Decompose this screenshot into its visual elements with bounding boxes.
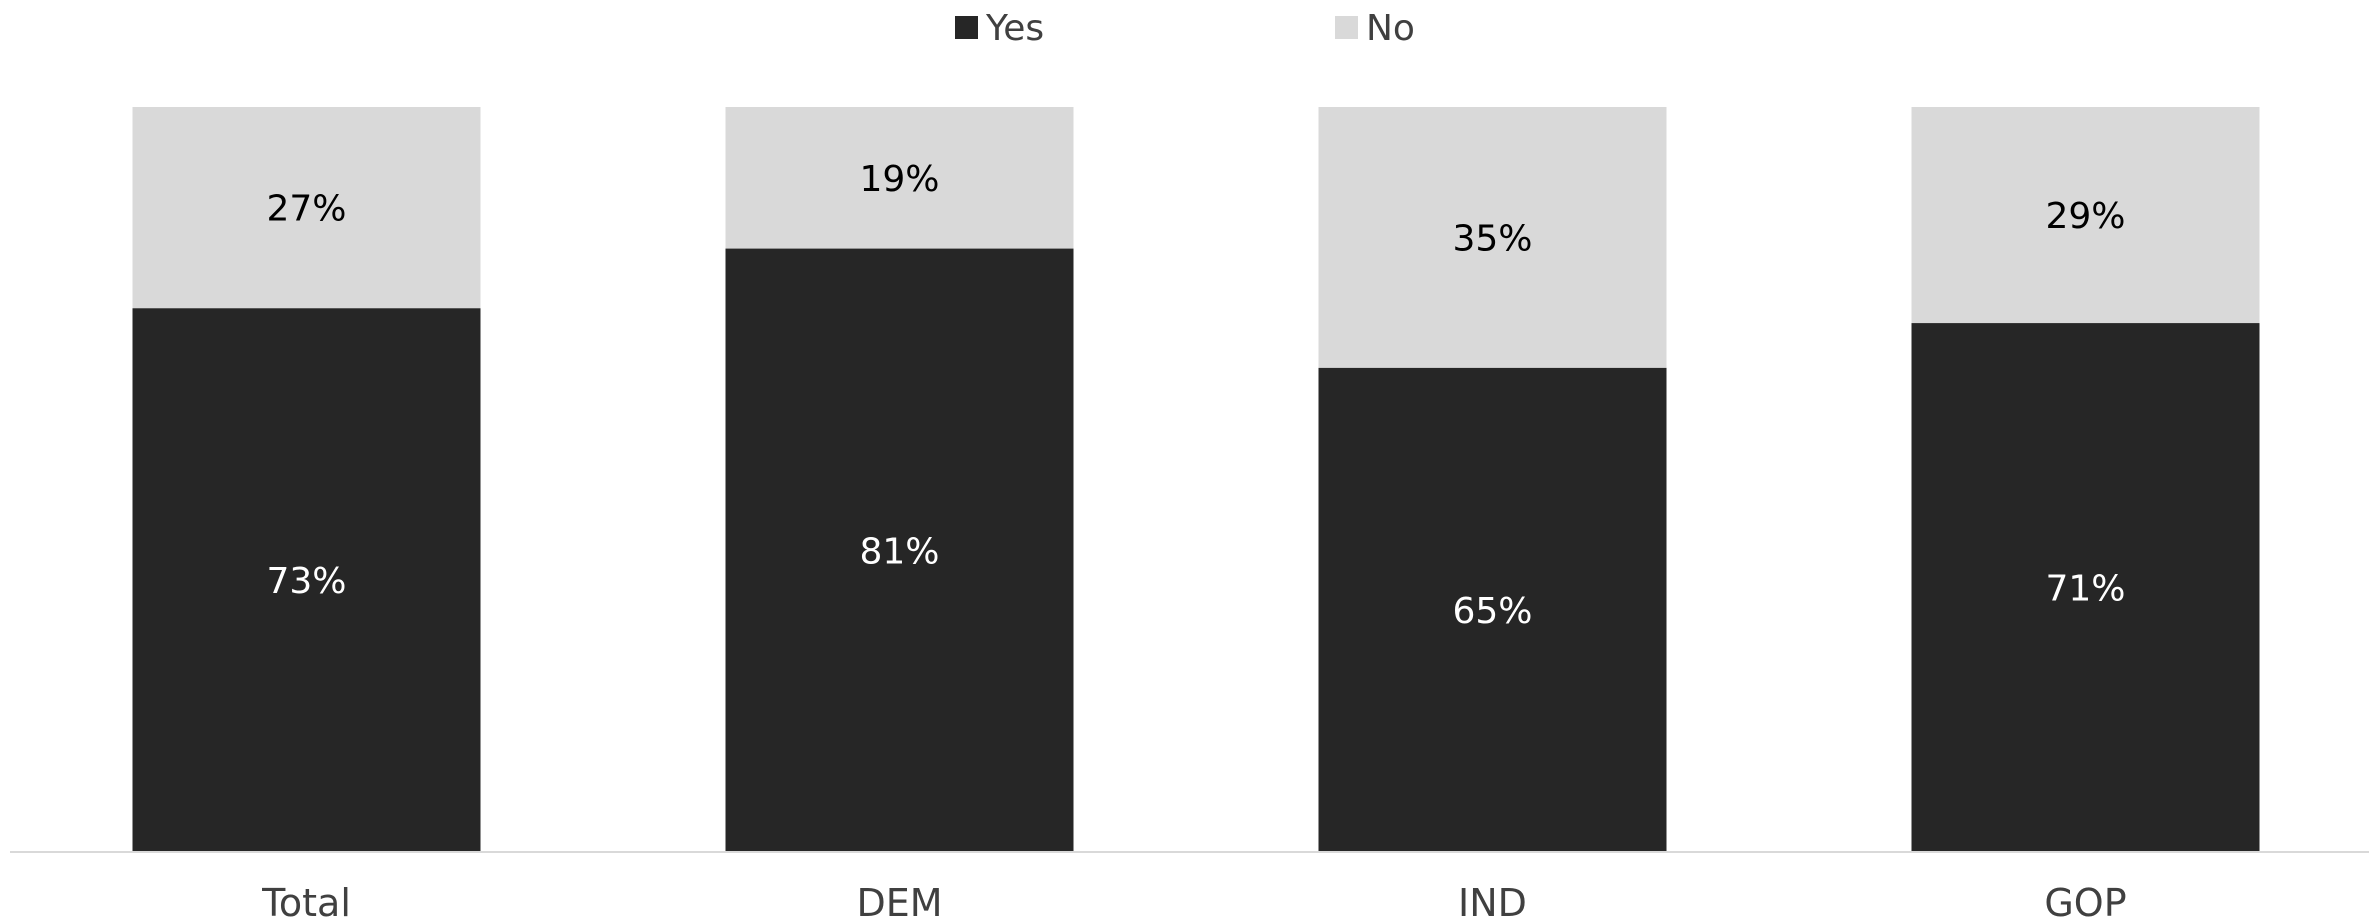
data-label-no-dem: 19% [859, 159, 939, 200]
bar-yes-gop [1911, 323, 2260, 852]
bar-no-dem [725, 107, 1074, 249]
data-label-no-ind: 35% [1452, 218, 1532, 259]
legend-swatch-no [1335, 16, 1358, 39]
category-label-total: Total [261, 881, 351, 923]
category-label-ind: IND [1458, 881, 1527, 923]
bar-yes-total [132, 308, 481, 852]
category-labels: Total DEM IND GOP [261, 881, 2127, 923]
legend-swatch-yes [955, 16, 978, 39]
bar-no-total [132, 107, 481, 309]
category-label-gop: GOP [2044, 881, 2126, 923]
bar-yes-dem [725, 248, 1074, 853]
legend-label-yes: Yes [985, 8, 1044, 49]
bar-group: 73% 27% 81% 19% 65% 35% 71% 29% [132, 107, 2260, 853]
data-label-yes-dem: 81% [859, 531, 939, 572]
data-label-yes-total: 73% [266, 561, 346, 602]
legend-label-no: No [1366, 8, 1415, 49]
data-label-no-gop: 29% [2045, 196, 2125, 237]
chart-legend: Yes No [955, 8, 1415, 49]
bar-no-gop [1911, 107, 2260, 324]
data-label-no-total: 27% [266, 189, 346, 230]
data-label-yes-ind: 65% [1452, 591, 1532, 632]
data-label-yes-gop: 71% [2045, 569, 2125, 610]
category-label-dem: DEM [856, 881, 942, 923]
bar-no-ind [1318, 107, 1667, 368]
bar-yes-ind [1318, 367, 1667, 852]
